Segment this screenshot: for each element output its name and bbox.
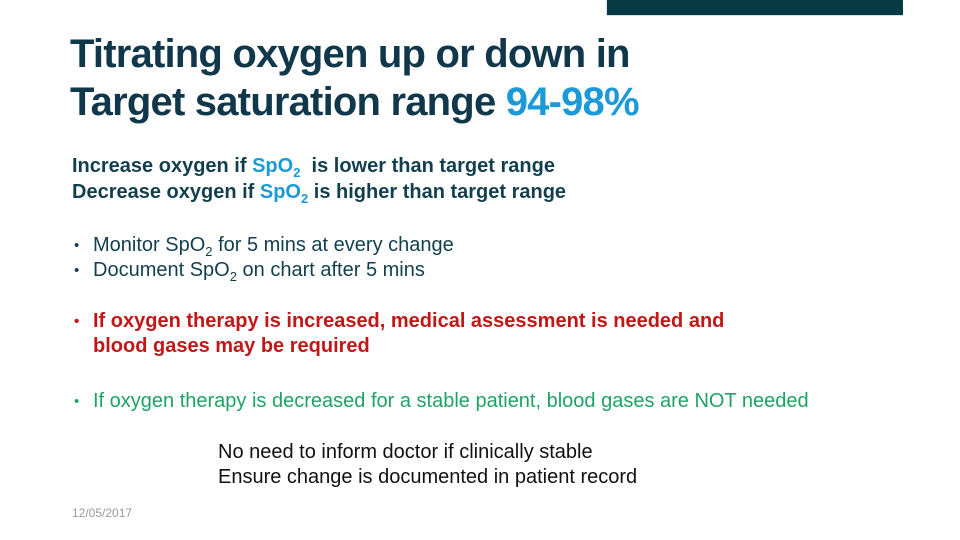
intro-decrease-text-tail: is higher than target range (308, 181, 567, 203)
bullet-item-monitor: • Monitor SpO2 for 5 mins at every chang… (74, 233, 454, 258)
spo2-label: SpO (189, 259, 230, 281)
title-saturation-range: 94-98% (505, 80, 640, 124)
alert-bullet-line-2: blood gases may be required (93, 335, 370, 357)
slide-date: 12/05/2017 (72, 506, 133, 520)
bullet-marker: • (74, 237, 80, 254)
spo2-label: SpO (252, 155, 294, 177)
bullet-item-document: • Document SpO2 on chart after 5 mins (74, 258, 454, 283)
title-line-2: Target saturation range 94-98% (70, 78, 640, 126)
bullet-marker: • (74, 393, 80, 410)
bullet-document-text-tail: on chart after 5 mins (236, 259, 425, 281)
spo2-subscript: 2 (293, 165, 301, 180)
intro-increase-text: Increase oxygen if (72, 155, 253, 177)
ok-bullet-decreased-therapy: • If oxygen therapy is decreased for a s… (74, 389, 809, 414)
spo2-label: SpO (259, 181, 301, 203)
title-line-1: Titrating oxygen up or down in (70, 32, 631, 76)
top-accent-bar (607, 0, 903, 15)
spo2-subscript: 2 (229, 269, 237, 284)
intro-line-increase: Increase oxygen if SpO2 is lower than ta… (72, 153, 566, 179)
title-line-2-text: Target saturation range (70, 80, 506, 124)
bullet-monitor-text: Monitor (93, 234, 166, 256)
alert-bullet-line-1: If oxygen therapy is increased, medical … (93, 310, 725, 332)
note-block: No need to inform doctor if clinically s… (218, 440, 637, 490)
bullet-text: Document SpO2 on chart after 5 mins (93, 258, 425, 283)
spo2-subscript: 2 (205, 244, 213, 259)
ok-bullet-text: If oxygen therapy is decreased for a sta… (93, 390, 809, 412)
bullet-document-text: Document (93, 259, 190, 281)
bullet-marker: • (74, 262, 80, 279)
alert-bullet-increased-therapy: • If oxygen therapy is increased, medica… (74, 309, 724, 359)
slide-title: Titrating oxygen up or down in Target sa… (70, 30, 640, 126)
note-line-1: No need to inform doctor if clinically s… (218, 441, 593, 463)
intro-increase-text-tail: is lower than target range (300, 155, 555, 177)
bullet-monitor-text-tail: for 5 mins at every change (212, 234, 454, 256)
note-line-2: Ensure change is documented in patient r… (218, 466, 638, 488)
alert-bullet-text: If oxygen therapy is increased, medical … (93, 309, 724, 359)
intro-block: Increase oxygen if SpO2 is lower than ta… (72, 153, 566, 205)
intro-line-decrease: Decrease oxygen if SpO2 is higher than t… (72, 179, 566, 205)
bullet-marker: • (74, 313, 80, 330)
spo2-label: SpO (165, 234, 206, 256)
intro-decrease-text: Decrease oxygen if (72, 181, 260, 203)
spo2-subscript: 2 (301, 191, 309, 206)
monitor-bullet-list: • Monitor SpO2 for 5 mins at every chang… (74, 233, 454, 283)
bullet-text: Monitor SpO2 for 5 mins at every change (93, 233, 454, 258)
